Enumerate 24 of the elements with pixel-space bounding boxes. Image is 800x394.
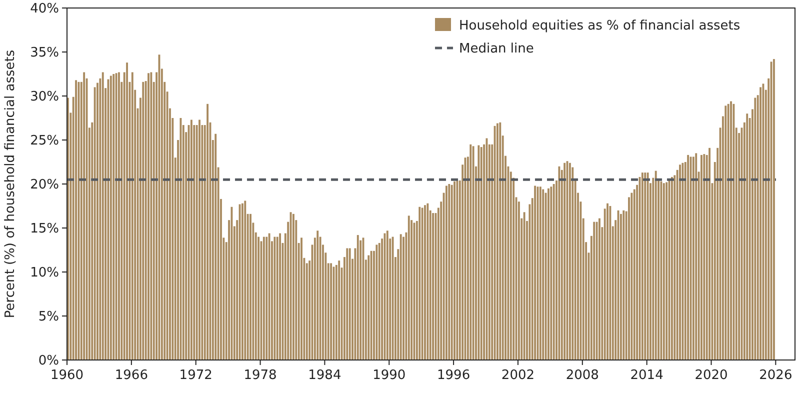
x-tick-label: 1996: [437, 368, 470, 383]
x-tick-label: 2014: [630, 368, 664, 383]
legend-label: Household equities as % of financial assets: [459, 18, 740, 34]
x-tick-label: 1984: [308, 368, 342, 383]
y-tick-label: 40%: [30, 2, 59, 17]
y-tick-label: 10%: [30, 266, 59, 281]
x-tick-label: 2008: [566, 368, 599, 383]
x-tick-label: 1978: [244, 368, 277, 383]
y-tick-label: 35%: [30, 46, 59, 61]
x-tick-label: 1966: [114, 368, 148, 383]
y-tick-label: 20%: [30, 178, 59, 193]
x-tick-label: 2002: [501, 368, 535, 383]
y-tick-label: 5%: [38, 310, 59, 325]
legend-label: Median line: [459, 42, 534, 57]
x-tick-label: 2026: [759, 368, 792, 383]
y-tick-label: 0%: [38, 354, 59, 369]
y-tick-label: 15%: [30, 222, 59, 237]
x-tick-label: 1960: [50, 368, 84, 383]
x-tick-label: 2020: [694, 368, 728, 383]
y-tick-label: 30%: [30, 90, 59, 105]
y-tick-label: 25%: [30, 134, 59, 149]
x-tick-label: 1972: [179, 368, 212, 383]
x-tick-label: 1990: [372, 368, 406, 383]
y-axis-title: Percent (%) of household financial assets: [3, 50, 18, 318]
